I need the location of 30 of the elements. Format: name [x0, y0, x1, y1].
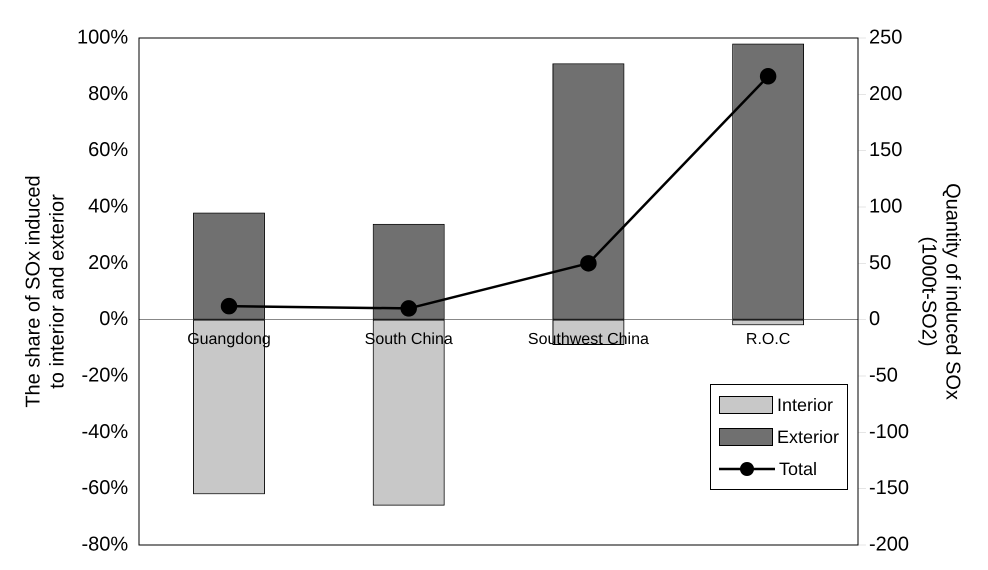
y-tick-label: -40% — [81, 420, 128, 443]
y2-tick-label: -150 — [868, 477, 909, 500]
y2-tick-label: -50 — [868, 364, 898, 387]
y-tick-label: 40% — [88, 196, 128, 218]
y2-tick-label: 150 — [868, 139, 902, 162]
y-tick-label: 20% — [88, 252, 128, 274]
legend-label: Exterior — [776, 426, 839, 449]
y-tick-label: 0% — [99, 308, 128, 330]
point — [220, 298, 238, 314]
point — [400, 300, 417, 317]
legend-label: Interior — [776, 394, 834, 417]
y-tick-label: 100% — [76, 26, 128, 49]
x-tick-label: R.O.C — [746, 331, 790, 348]
y-tick-label: 80% — [88, 82, 128, 105]
y2-tick-label: 200 — [868, 82, 902, 105]
y2-tick-label: 100 — [868, 196, 902, 218]
y2-axis-title: Quantity of induced SOx (1000t-SO2) — [917, 183, 964, 400]
point — [580, 255, 597, 272]
y2-tick-label: -200 — [868, 534, 909, 556]
legend-label: Total — [778, 458, 818, 481]
point — [760, 68, 776, 85]
y-tick-label: -80% — [81, 534, 128, 556]
y2-tick-label: -100 — [868, 420, 909, 443]
y-tick-label: -20% — [81, 364, 128, 387]
y-axis-title: The share of SOx induced to interior and exterior — [22, 175, 69, 408]
y-tick-label: 60% — [88, 139, 128, 162]
y2-tick-label: 50 — [868, 252, 892, 274]
y2-tick-label: 0 — [868, 308, 880, 330]
y-tick-label: -60% — [81, 477, 128, 500]
y2-tick-label: 250 — [868, 26, 902, 49]
